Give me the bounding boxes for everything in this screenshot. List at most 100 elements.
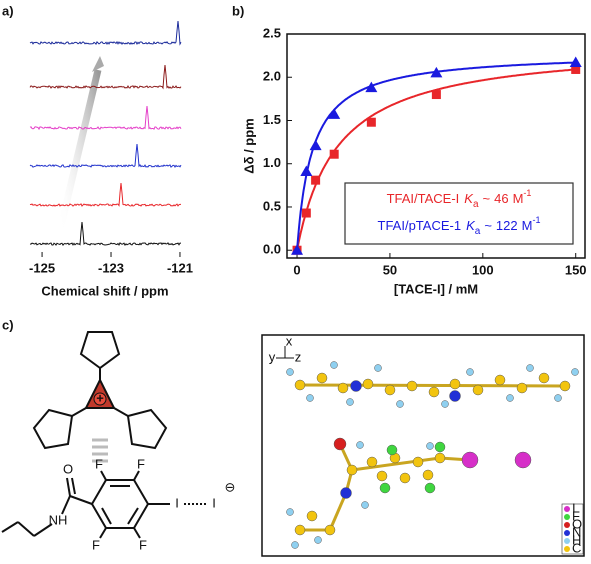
atom xyxy=(426,442,434,450)
atom-legend-label: F xyxy=(572,508,580,523)
atom xyxy=(571,368,579,376)
y-tick-label: 0.0 xyxy=(263,242,281,257)
legend-text: -1 xyxy=(532,215,540,225)
structure-frame xyxy=(261,334,585,557)
y-tick-label: 1.0 xyxy=(263,155,281,170)
spectrum xyxy=(29,105,182,131)
x-tick-label: -123 xyxy=(98,260,124,275)
atom xyxy=(361,501,369,509)
atom xyxy=(286,368,294,376)
x-tick-label: 150 xyxy=(565,262,587,277)
point xyxy=(569,56,582,68)
legend-entry: TFAI/pTACE-1 Ka ~122 M-1 xyxy=(378,215,541,236)
atom xyxy=(424,482,436,494)
atom xyxy=(514,451,532,469)
point xyxy=(366,117,376,127)
atom-legend-label: N xyxy=(572,524,581,539)
bond xyxy=(351,456,441,472)
atom xyxy=(286,508,294,516)
legend-text: 122 xyxy=(496,218,518,233)
spectrum xyxy=(29,182,181,207)
y-tick-label: 2.5 xyxy=(263,25,281,40)
legend-text: a xyxy=(473,199,479,210)
atom xyxy=(306,510,318,522)
panel-label: a) xyxy=(2,3,14,18)
molecule xyxy=(1,331,208,539)
atom xyxy=(330,361,338,369)
atom-legend-swatch xyxy=(564,546,570,552)
atom-label: z xyxy=(295,349,302,364)
atom xyxy=(554,394,562,402)
point xyxy=(291,244,304,255)
atom xyxy=(526,364,534,372)
legend-text: K xyxy=(464,191,474,206)
panel-label: c) xyxy=(2,317,14,332)
point xyxy=(571,64,581,74)
legend-text: TFAI/TACE-I xyxy=(387,191,460,206)
atom-legend-swatch xyxy=(564,538,570,544)
point xyxy=(311,175,321,185)
point xyxy=(300,165,313,177)
atom xyxy=(422,469,434,481)
y-tick-label: 1.5 xyxy=(263,112,281,127)
atom-label: y xyxy=(269,349,276,364)
atom xyxy=(428,386,440,398)
legend-box xyxy=(344,182,574,245)
point xyxy=(301,208,311,218)
atom-label: F xyxy=(95,456,103,471)
axis-indicator xyxy=(276,346,294,359)
atom xyxy=(291,541,299,549)
y-tick-label: 0.5 xyxy=(263,198,281,213)
legend-text: TFAI/pTACE-1 xyxy=(378,218,462,233)
atom-label: O xyxy=(63,461,73,476)
x-tick-label: -125 xyxy=(29,260,55,275)
point xyxy=(430,66,443,78)
point xyxy=(309,139,322,151)
atom xyxy=(314,536,322,544)
spectrum xyxy=(29,64,182,90)
y-tick-label: 2.0 xyxy=(263,69,281,84)
atom xyxy=(294,379,306,391)
atom xyxy=(412,456,424,468)
atom xyxy=(374,364,382,372)
atom xyxy=(506,394,514,402)
legend-text: ~ xyxy=(483,191,491,206)
atom xyxy=(346,464,358,476)
atom xyxy=(516,382,528,394)
atom xyxy=(346,398,354,406)
atom xyxy=(333,437,347,451)
x-tick-label: 50 xyxy=(383,262,397,277)
atom xyxy=(449,390,461,402)
panel-label: b) xyxy=(232,3,244,18)
atom xyxy=(434,452,446,464)
atom xyxy=(494,374,506,386)
atom xyxy=(356,441,364,449)
atom-legend-label: I xyxy=(572,500,576,515)
fit-curve xyxy=(296,68,576,251)
atom-legend-label: H xyxy=(572,532,581,547)
atom-legend-swatch xyxy=(564,530,570,536)
atom xyxy=(472,384,484,396)
atom xyxy=(294,524,306,536)
atom xyxy=(324,524,336,536)
x-axis-label: [TACE-I] / mM xyxy=(394,281,478,296)
atom xyxy=(340,487,352,499)
atom-legend-swatch xyxy=(564,522,570,528)
bond xyxy=(328,492,348,531)
atom xyxy=(306,394,314,402)
atom-label: I xyxy=(175,495,179,510)
legend-text: -1 xyxy=(523,188,531,198)
atom xyxy=(316,372,328,384)
atom-legend-swatch xyxy=(564,514,570,520)
x-axis-label: Chemical shift / ppm xyxy=(41,283,168,298)
x-tick-label: 100 xyxy=(472,262,494,277)
point xyxy=(431,90,441,100)
trend-arrow xyxy=(56,69,102,231)
spectrum xyxy=(29,143,182,168)
atom-legend-label: O xyxy=(572,516,582,531)
point xyxy=(328,108,341,119)
atom-label: F xyxy=(137,456,145,471)
atom xyxy=(434,441,446,453)
